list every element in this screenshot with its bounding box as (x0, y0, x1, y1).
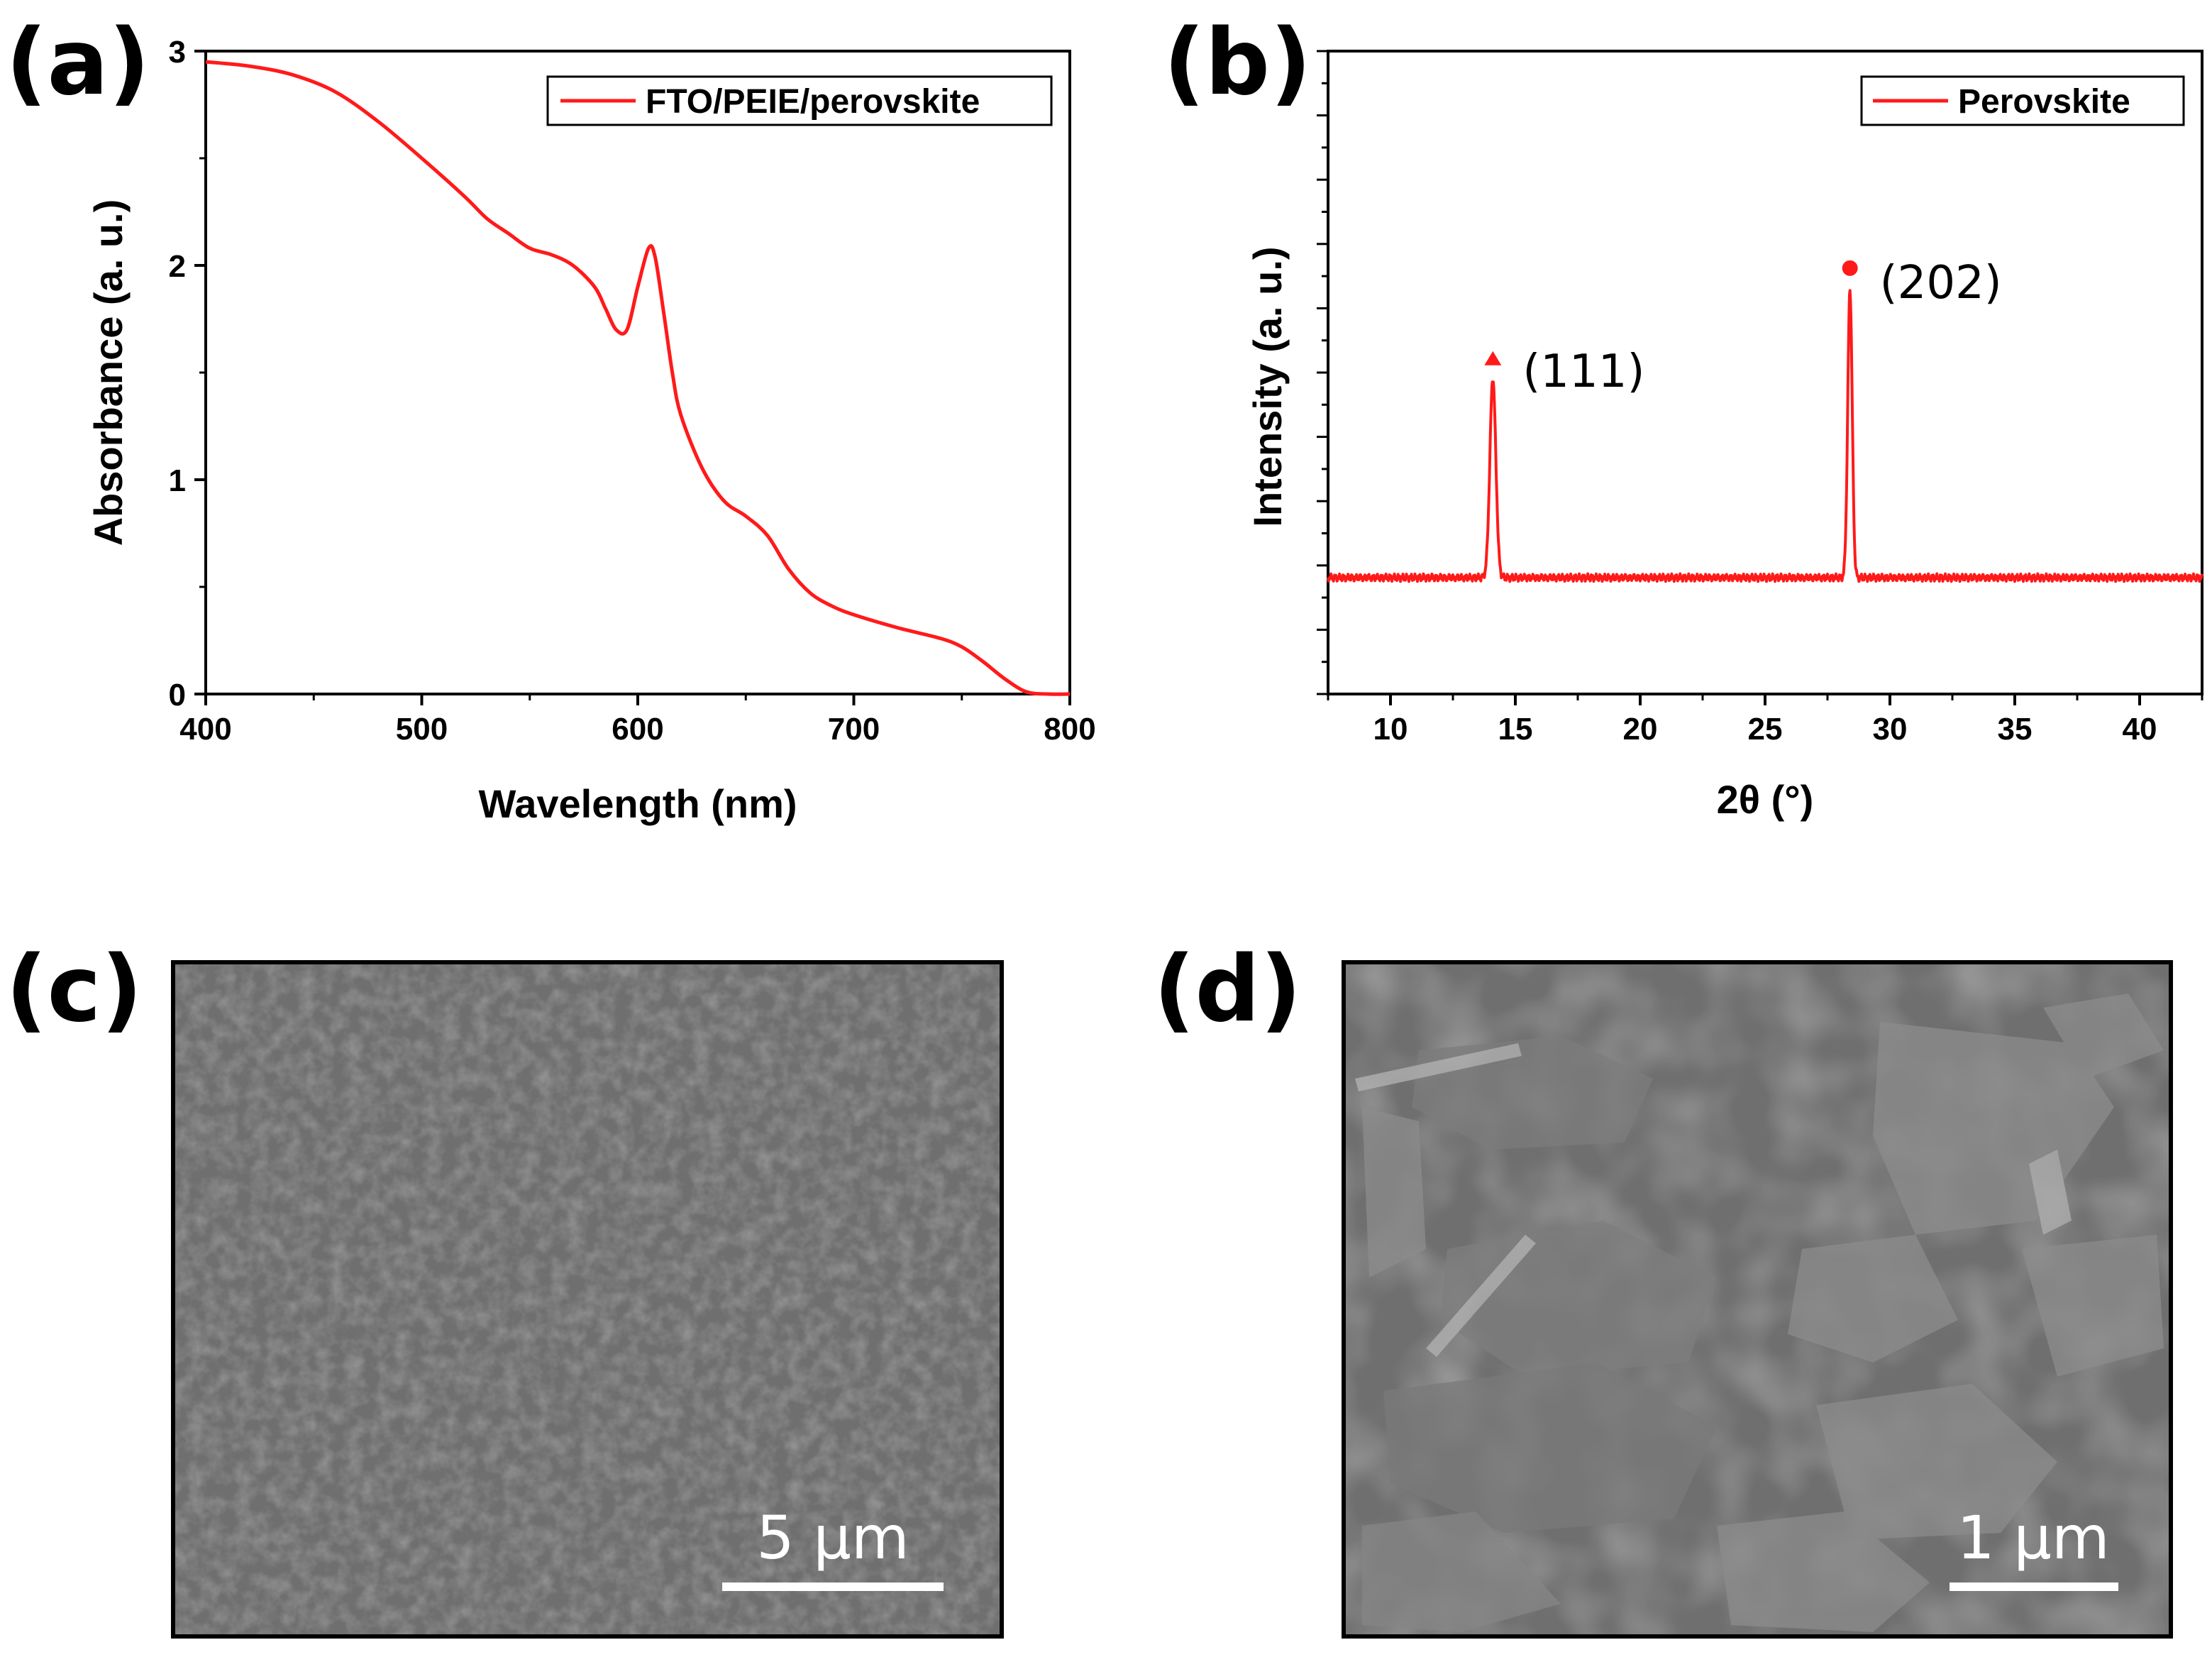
chart-a-x-tick-label: 600 (612, 712, 663, 747)
chart-a-ticks (194, 50, 1071, 705)
panel-c-label: (c) (6, 937, 143, 1042)
chart-b: 10 15 20 25 30 35 40 Perovskite (111) (202) 2θ … (1245, 50, 2203, 822)
scalebar-c (722, 1582, 944, 1591)
panel-b-label: (b) (1163, 10, 1312, 116)
sem-image-d: 1 µm (1342, 960, 2173, 1639)
chart-b-x-tick-label: 20 (1623, 712, 1658, 747)
chart-a-y-tick-label: 3 (169, 35, 186, 70)
sem-image-d-flakes (1355, 993, 2164, 1632)
chart-a-y-tick-label: 2 (169, 249, 186, 284)
sem-image-d-border (1342, 960, 2173, 1639)
chart-a-tick-labels: 400 500 600 700 800 0 1 2 3 (169, 35, 1096, 747)
chart-a-x-tick-label: 700 (828, 712, 880, 747)
panel-d-label: (d) (1154, 937, 1302, 1042)
chart-b-x-tick-label: 25 (1748, 712, 1783, 747)
chart-b-x-tick-label: 10 (1373, 712, 1408, 747)
chart-a-y-axis-title: Absorbance (a. u.) (86, 199, 131, 546)
chart-b-x-axis-title: 2θ (°) (1717, 777, 1814, 822)
peak-marker-circle (1842, 260, 1858, 276)
scalebar-c-label: 5 µm (756, 1503, 909, 1573)
chart-a-frame (204, 50, 1071, 695)
chart-a-x-tick-label: 400 (179, 712, 231, 747)
chart-a-legend-label: FTO/PEIE/perovskite (646, 83, 980, 121)
chart-b-tick-labels: 10 15 20 25 30 35 40 (1373, 712, 2157, 747)
chart-b-legend-label: Perovskite (1958, 83, 2130, 121)
chart-a-series-line (205, 60, 1071, 696)
sem-image-c-border (171, 960, 1004, 1639)
chart-a-legend: FTO/PEIE/perovskite (546, 75, 1053, 126)
chart-a-x-axis-title: Wavelength (nm) (478, 781, 797, 826)
scalebar-d-label: 1 µm (1957, 1503, 2109, 1573)
chart-b-x-tick-label: 40 (2123, 712, 2157, 747)
chart-b-x-tick-label: 30 (1873, 712, 1908, 747)
chart-a-x-tick-label: 800 (1044, 712, 1095, 747)
chart-a-y-tick-label: 0 (169, 678, 186, 712)
sem-image-c: 5 µm (171, 960, 1004, 1639)
chart-b-series-line (1327, 289, 2203, 583)
chart-b-ticks (1317, 50, 2203, 705)
chart-b-x-tick-label: 35 (1998, 712, 2033, 747)
chart-b-x-tick-label: 15 (1498, 712, 1533, 747)
peak-marker-triangle (1484, 351, 1502, 365)
chart-a-y-tick-label: 1 (169, 463, 186, 498)
chart-b-legend: Perovskite (1860, 75, 2185, 126)
chart-b-frame (1327, 50, 2203, 695)
chart-b-y-axis-title: Intensity (a. u.) (1245, 246, 1290, 527)
peak-label: (202) (1880, 257, 2002, 309)
scalebar-d (1950, 1582, 2118, 1591)
chart-b-peak-annotations: (111) (202) (1484, 257, 2002, 398)
peak-label: (111) (1522, 346, 1644, 398)
chart-a-x-tick-label: 500 (396, 712, 448, 747)
sem-image-c-grains (173, 962, 1002, 1636)
panel-a-label: (a) (6, 10, 150, 116)
